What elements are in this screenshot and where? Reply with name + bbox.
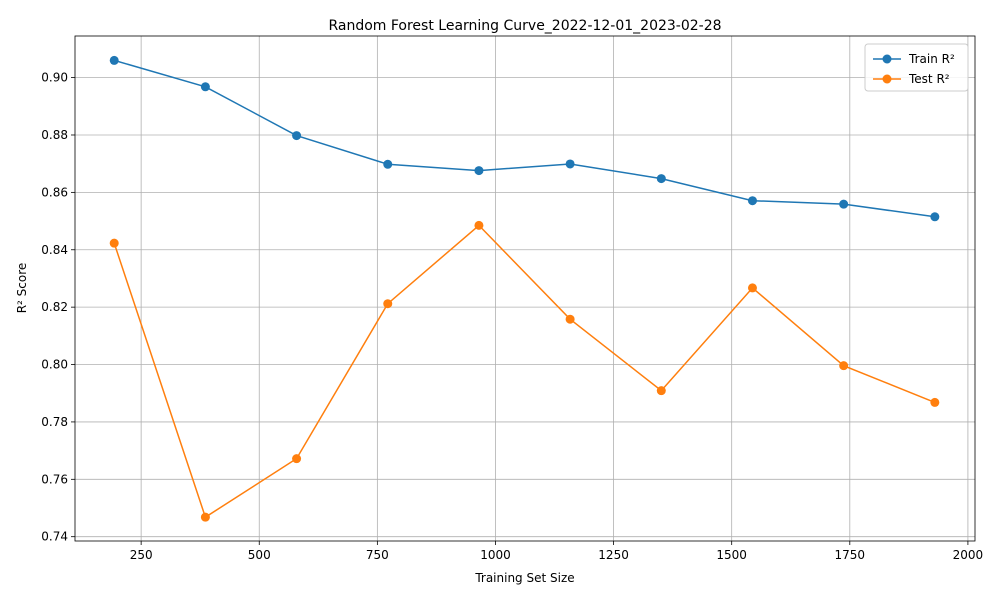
legend-item: Test R² [873, 72, 950, 86]
y-tick-label: 0.80 [41, 358, 68, 372]
data-point [292, 454, 302, 464]
x-tick-label: 750 [366, 548, 389, 562]
data-point [565, 314, 575, 324]
data-point [200, 82, 210, 92]
data-point [839, 361, 849, 371]
data-point [656, 386, 666, 396]
x-tick-label: 250 [130, 548, 153, 562]
data-point [292, 131, 302, 141]
y-tick-label: 0.90 [41, 71, 68, 85]
y-axis-ticks: 0.74 0.76 0.78 0.80 0.82 0.84 0.86 0.88 0.90 [41, 71, 75, 544]
legend-marker [882, 54, 892, 64]
data-point [109, 55, 119, 65]
y-tick-label: 0.82 [41, 300, 68, 314]
data-point [383, 299, 393, 309]
legend-label: Test R² [908, 72, 950, 86]
series-line [113, 224, 936, 519]
y-tick-label: 0.78 [41, 415, 68, 429]
x-tick-label: 1500 [716, 548, 747, 562]
series-train [109, 55, 940, 222]
data-point [839, 199, 849, 209]
data-point [565, 159, 575, 169]
x-tick-label: 2000 [953, 548, 984, 562]
y-tick-label: 0.84 [41, 243, 68, 257]
data-point [109, 238, 119, 248]
legend: Train R² Test R² [864, 43, 969, 92]
plot-frame [74, 35, 976, 542]
x-tick-label: 1250 [598, 548, 629, 562]
legend-label: Train R² [908, 52, 955, 66]
x-tick-label: 1750 [835, 548, 866, 562]
data-point [383, 159, 393, 169]
series-test [109, 220, 940, 522]
series-layer [109, 55, 940, 522]
legend-item: Train R² [873, 52, 955, 66]
data-point [200, 512, 210, 522]
y-tick-label: 0.74 [41, 530, 68, 544]
data-point [656, 174, 666, 184]
series-line [114, 59, 935, 218]
data-point [747, 196, 757, 206]
y-tick-label: 0.88 [41, 128, 68, 142]
y-tick-label: 0.86 [41, 185, 68, 199]
legend-marker [882, 74, 892, 84]
data-point [930, 397, 940, 407]
x-axis-title: Training Set Size [474, 571, 574, 585]
y-axis-title: R² Score [15, 263, 29, 314]
x-tick-label: 1000 [480, 548, 511, 562]
data-point [474, 166, 484, 176]
y-tick-label: 0.76 [41, 472, 68, 486]
x-tick-label: 500 [248, 548, 271, 562]
x-axis-ticks: 250 500 750 1000 1250 1500 1750 2000 [130, 541, 983, 562]
data-point [930, 212, 940, 222]
data-point [474, 220, 484, 230]
data-point [747, 283, 757, 293]
grid [75, 36, 975, 541]
chart-title: Random Forest Learning Curve_2022-12-01_… [328, 18, 721, 34]
